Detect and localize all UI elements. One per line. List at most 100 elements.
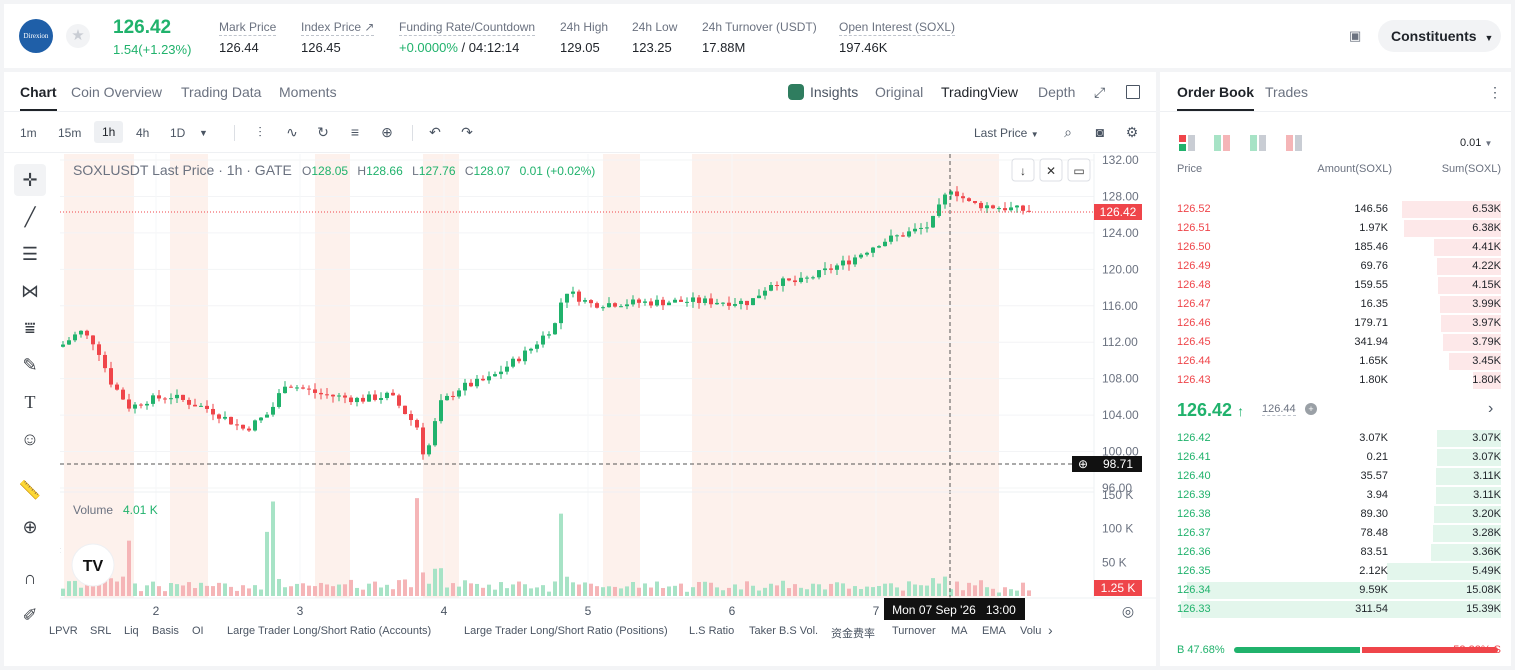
tab-moments[interactable]: Moments	[279, 84, 337, 100]
indicator-large-trader-positions[interactable]: Large Trader Long/Short Ratio (Positions…	[464, 625, 668, 637]
mid-mark-price[interactable]: 126.44	[1262, 403, 1296, 416]
price-type-select[interactable]: Last Price ▼	[974, 126, 1039, 140]
stat-label[interactable]: Funding Rate/Countdown	[399, 20, 536, 36]
screenshot-icon[interactable]: ◙	[1095, 124, 1105, 140]
bid-row[interactable]: 126.41 0.21 3.07K	[1160, 448, 1511, 467]
indicator-volume[interactable]: Volu	[1020, 625, 1042, 637]
ask-row[interactable]: 126.49 69.76 4.22K	[1160, 257, 1511, 276]
bid-row[interactable]: 126.34 9.59K 15.08K	[1160, 581, 1511, 600]
interval-1d[interactable]: 1D	[170, 126, 186, 140]
interval-1m[interactable]: 1m	[20, 126, 37, 140]
stat-label[interactable]: Open Interest (SOXL)	[839, 20, 956, 36]
bid-row[interactable]: 126.38 89.30 3.20K	[1160, 505, 1511, 524]
candle-body	[871, 247, 875, 253]
tab-trading-data[interactable]: Trading Data	[181, 84, 262, 100]
indicator-funding-rate[interactable]: 资金费率	[831, 628, 875, 640]
ask-row[interactable]: 126.44 1.65K 3.45K	[1160, 352, 1511, 371]
interval-4h[interactable]: 4h	[136, 126, 150, 140]
ask-row[interactable]: 126.51 1.97K 6.38K	[1160, 219, 1511, 238]
indicator-ls-ratio[interactable]: L.S Ratio	[689, 625, 735, 637]
view-split-icon[interactable]	[1214, 135, 1230, 151]
pattern-tool-icon[interactable]: ⋈	[21, 281, 39, 301]
constituents-dropdown[interactable]: Constituents ▼	[1378, 20, 1501, 52]
add-price-button[interactable]	[1072, 456, 1094, 472]
tab-depth[interactable]: Depth	[1038, 84, 1076, 100]
indicators-icon[interactable]: ∿	[286, 124, 298, 140]
indicator-taker-bs-vol[interactable]: Taker B.S Vol.	[749, 625, 819, 637]
ask-row[interactable]: 126.48 159.55 4.15K	[1160, 276, 1511, 295]
stat-label[interactable]: Index Price ↗	[301, 20, 375, 36]
indicator-basis[interactable]: Basis	[152, 625, 179, 637]
chevron-right-icon[interactable]: ›	[1048, 622, 1053, 638]
indicator-lpvr[interactable]: LPVR	[49, 625, 78, 637]
tradingview-logo[interactable]	[71, 543, 115, 587]
view-bids-icon[interactable]	[1250, 135, 1266, 151]
interval-15m[interactable]: 15m	[58, 126, 82, 140]
collapse-button[interactable]	[1039, 158, 1063, 182]
trendline-tool-icon[interactable]: ╱	[24, 207, 36, 227]
bid-row[interactable]: 126.42 3.07K 3.07K	[1160, 429, 1511, 448]
ask-row[interactable]: 126.47 16.35 3.99K	[1160, 295, 1511, 314]
bid-row[interactable]: 126.33 311.54 15.39K	[1160, 600, 1511, 619]
maximize-pane-button[interactable]	[1067, 158, 1091, 182]
indicator-srl[interactable]: SRL	[90, 625, 112, 637]
indicator-turnover[interactable]: Turnover	[892, 625, 936, 637]
indicator-large-trader-accounts[interactable]: Large Trader Long/Short Ratio (Accounts)	[227, 625, 432, 637]
crosshair-tool-icon[interactable]: ✛	[14, 164, 46, 196]
interval-dropdown-icon[interactable]: ▼	[199, 128, 208, 138]
tab-trades[interactable]: Trades	[1265, 84, 1309, 100]
bid-row[interactable]: 126.35 2.12K 5.49K	[1160, 562, 1511, 581]
tab-original[interactable]: Original	[875, 84, 924, 100]
chevron-right-icon[interactable]: ›	[1488, 400, 1494, 417]
tab-chart[interactable]: Chart	[20, 84, 57, 111]
stat-label[interactable]: Mark Price	[219, 20, 277, 36]
horizontal-lines-tool-icon[interactable]: ☰	[21, 244, 39, 264]
search-icon[interactable]: ⌕	[1064, 124, 1072, 140]
price-chart[interactable]: 132.00 128.00 124.00 120.00 116.00 112.00 108.…	[60, 154, 1156, 620]
fib-tool-icon[interactable]: ⩸	[24, 318, 36, 338]
indicator-oi[interactable]: OI	[192, 625, 204, 637]
pencil-lock-tool-icon[interactable]: ✐	[22, 605, 38, 625]
ask-row[interactable]: 126.43 1.80K 1.80K	[1160, 371, 1511, 390]
bid-row[interactable]: 126.40 35.57 3.11K	[1160, 467, 1511, 486]
tab-order-book[interactable]: Order Book	[1177, 84, 1255, 111]
bid-row[interactable]: 126.37 78.48 3.28K	[1160, 524, 1511, 543]
candle-type-icon[interactable]: ⫶	[258, 124, 262, 140]
add-alert-icon[interactable]: ⊕	[381, 124, 393, 140]
fullscreen-icon[interactable]	[1126, 85, 1140, 99]
indicator-ma[interactable]: MA	[951, 625, 968, 637]
redo-icon[interactable]: ↷	[461, 124, 473, 140]
collapse-drawbar-icon[interactable]: ‹	[60, 543, 61, 557]
brush-tool-icon[interactable]: ✎	[22, 355, 38, 375]
ruler-tool-icon[interactable]: 📏	[18, 480, 42, 500]
undo-icon[interactable]: ↶	[429, 124, 441, 140]
emoji-tool-icon[interactable]: ☺	[20, 429, 40, 449]
ask-row[interactable]: 126.46 179.71 3.97K	[1160, 314, 1511, 333]
replay-icon[interactable]: ↻	[317, 124, 329, 140]
bid-row[interactable]: 126.39 3.94 3.11K	[1160, 486, 1511, 505]
zoom-in-tool-icon[interactable]: ⊕	[22, 517, 38, 537]
reset-view-icon[interactable]: ◎	[1122, 603, 1134, 619]
ask-row[interactable]: 126.50 185.46 4.41K	[1160, 238, 1511, 257]
indicator-ema[interactable]: EMA	[982, 625, 1006, 637]
favorite-star-icon[interactable]: ★	[66, 24, 90, 48]
tab-tradingview[interactable]: TradingView	[941, 84, 1019, 100]
settings-gear-icon[interactable]: ⚙	[1125, 124, 1139, 140]
templates-icon[interactable]: ≡	[350, 124, 360, 140]
scroll-down-button[interactable]	[1011, 158, 1035, 182]
magnet-tool-icon[interactable]: ∩	[23, 568, 37, 588]
view-both-icon[interactable]	[1179, 135, 1195, 151]
interval-1h[interactable]: 1h	[94, 121, 124, 143]
ask-row[interactable]: 126.45 341.94 3.79K	[1160, 333, 1511, 352]
ask-row[interactable]: 126.52 146.56 6.53K	[1160, 200, 1511, 219]
tab-coin-overview[interactable]: Coin Overview	[71, 84, 163, 100]
expand-icon[interactable]: ⤢	[1094, 84, 1106, 100]
text-tool-icon[interactable]: T	[24, 392, 36, 412]
indicator-liq[interactable]: Liq	[124, 625, 139, 637]
book-icon[interactable]: ▣	[1349, 28, 1362, 43]
bid-row[interactable]: 126.36 83.51 3.36K	[1160, 543, 1511, 562]
more-menu-icon[interactable]: ⋮	[1488, 84, 1502, 100]
view-asks-icon[interactable]	[1286, 135, 1302, 151]
tab-insights[interactable]: Insights	[810, 84, 859, 100]
precision-select[interactable]: 0.01 ▼	[1460, 137, 1492, 149]
